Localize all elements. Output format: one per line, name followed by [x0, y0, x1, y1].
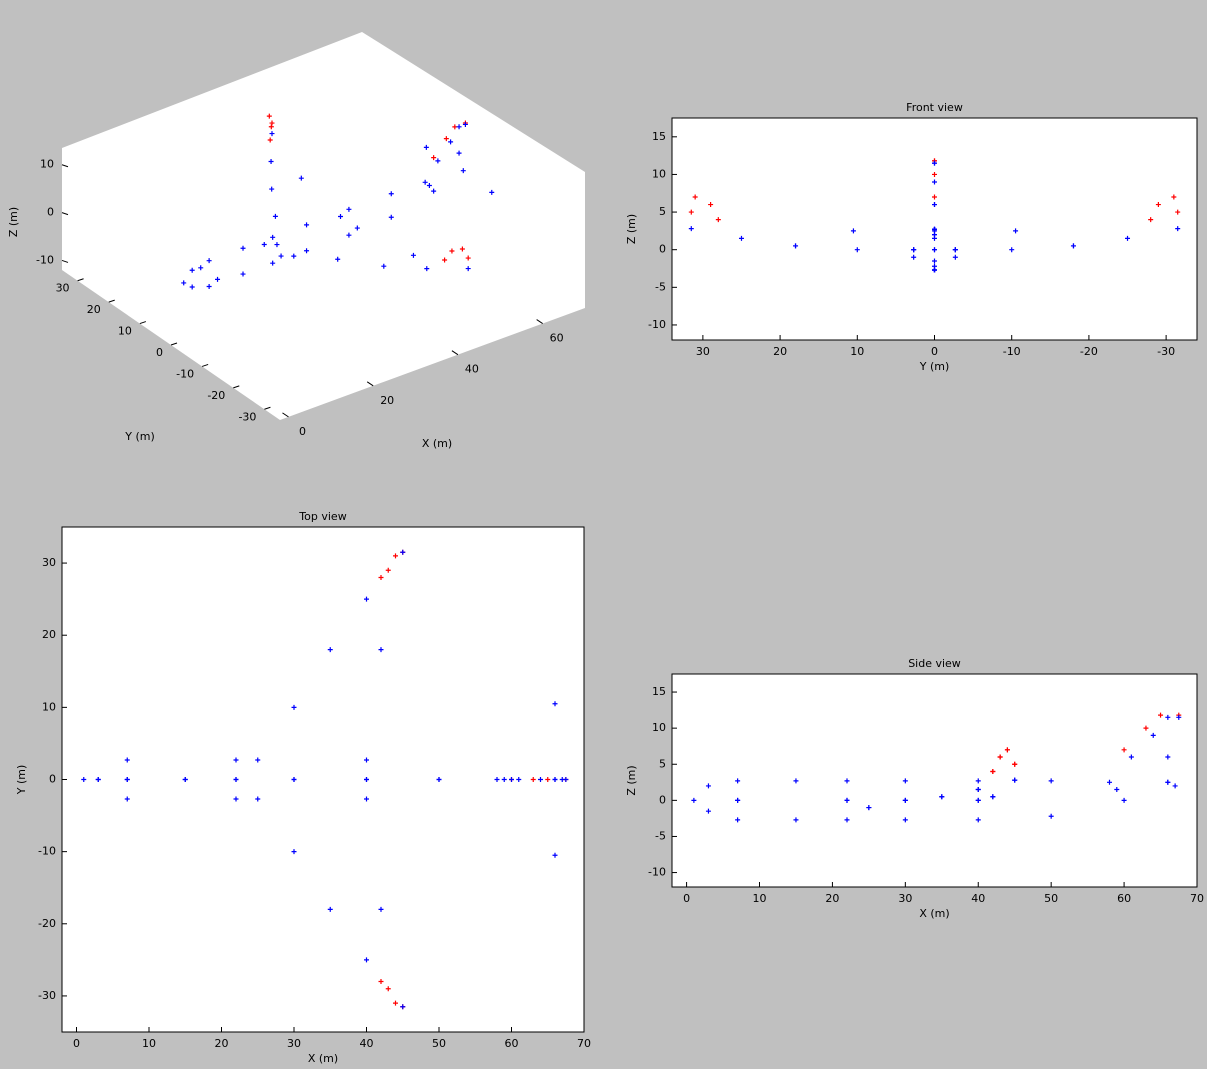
x-tick-label: 60 — [550, 332, 564, 345]
x-tick-label: 40 — [360, 1037, 374, 1050]
x-tick-label: 30 — [287, 1037, 301, 1050]
x-tick-label: 70 — [1190, 892, 1204, 905]
x-axis-label: X (m) — [308, 1052, 338, 1065]
z-tick-label: -10 — [36, 253, 54, 266]
y-tick-label: 0 — [659, 243, 666, 256]
y-tick-label: -5 — [655, 829, 666, 842]
y-axis-label: Y (m) — [15, 765, 28, 796]
x-tick-label: 20 — [215, 1037, 229, 1050]
x-tick-label: 20 — [773, 345, 787, 358]
x-tick-label: -20 — [1080, 345, 1098, 358]
x-tick-label: 10 — [142, 1037, 156, 1050]
y-tick-label: 0 — [156, 346, 163, 359]
x-tick-label: -30 — [1157, 345, 1175, 358]
x-tick-label: 10 — [753, 892, 767, 905]
x-tick-label: 70 — [577, 1037, 591, 1050]
z-axis-label: Z (m) — [7, 207, 20, 237]
x-axis-label: X (m) — [422, 437, 452, 450]
x-tick-label: 40 — [465, 363, 479, 376]
x-tick-label: 50 — [432, 1037, 446, 1050]
y-tick-label: 10 — [42, 700, 56, 713]
y-tick-label: 30 — [42, 556, 56, 569]
x-tick-label: 0 — [683, 892, 690, 905]
y-axis-label: Z (m) — [625, 765, 638, 795]
figure: 0 20 40 60 -30 -20 -10 0 10 20 30 -10 0 10 X (m) Y (m) Z… — [0, 0, 1207, 1069]
x-tick-label: 50 — [1044, 892, 1058, 905]
x-tick-label: 40 — [971, 892, 985, 905]
x-tick-label: 60 — [505, 1037, 519, 1050]
y-tick-label: 5 — [659, 757, 666, 770]
axes-3d-panel — [62, 32, 585, 420]
x-tick-label: 20 — [825, 892, 839, 905]
y-tick-label: -20 — [38, 917, 56, 930]
chart-title: Side view — [908, 657, 961, 670]
axes-box — [672, 674, 1197, 887]
x-tick-label: 0 — [299, 425, 306, 438]
chart-title: Top view — [298, 510, 346, 523]
x-tick-label: 10 — [850, 345, 864, 358]
x-tick-label: -10 — [1003, 345, 1021, 358]
chart-title: Front view — [906, 101, 963, 114]
y-tick-label: 0 — [49, 773, 56, 786]
y-tick-label: 10 — [652, 721, 666, 734]
y-axis-label: Y (m) — [124, 430, 155, 443]
x-axis-label: Y (m) — [919, 360, 950, 373]
x-tick-label: 0 — [73, 1037, 80, 1050]
y-tick-label: 15 — [652, 130, 666, 143]
y-tick-label: 0 — [659, 793, 666, 806]
x-tick-label: 30 — [696, 345, 710, 358]
y-tick-label: -20 — [207, 389, 225, 402]
x-tick-label: 0 — [931, 345, 938, 358]
x-axis-label: X (m) — [919, 907, 949, 920]
y-tick-label: -10 — [176, 367, 194, 380]
y-tick-label: 20 — [87, 303, 101, 316]
z-tick-label: 0 — [47, 206, 54, 219]
y-axis-label: Z (m) — [625, 214, 638, 244]
x-tick-label: 20 — [380, 394, 394, 407]
y-tick-label: 10 — [652, 167, 666, 180]
y-tick-label: -10 — [648, 318, 666, 331]
y-tick-label: 10 — [118, 325, 132, 338]
page: 0 20 40 60 -30 -20 -10 0 10 20 30 -10 0 10 X (m) Y (m) Z… — [0, 0, 1207, 1069]
y-tick-label: 5 — [659, 205, 666, 218]
y-tick-label: 30 — [56, 282, 70, 295]
y-tick-label: -10 — [648, 866, 666, 879]
y-tick-label: -5 — [655, 280, 666, 293]
x-tick-label: 30 — [898, 892, 912, 905]
y-tick-label: -30 — [38, 989, 56, 1002]
x-tick-label: 60 — [1117, 892, 1131, 905]
y-tick-label: 15 — [652, 685, 666, 698]
y-tick-label: -30 — [238, 410, 256, 423]
z-tick-label: 10 — [40, 158, 54, 171]
y-tick-label: -10 — [38, 845, 56, 858]
y-tick-label: 20 — [42, 628, 56, 641]
